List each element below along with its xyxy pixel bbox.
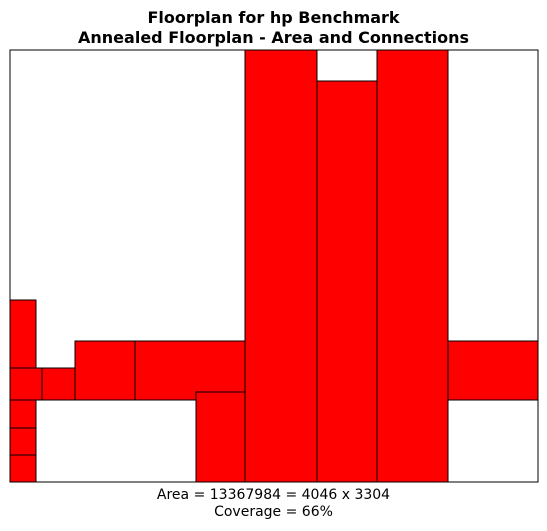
block xyxy=(195,391,246,483)
block xyxy=(447,340,539,401)
block xyxy=(9,399,37,429)
block xyxy=(74,340,136,401)
block xyxy=(9,299,37,369)
block xyxy=(41,367,76,401)
block xyxy=(376,49,449,483)
block xyxy=(9,427,37,456)
block xyxy=(316,80,378,483)
coverage-label: Coverage = 66% xyxy=(214,504,333,520)
block xyxy=(9,367,43,401)
area-label: Area = 13367984 = 4046 x 3304 xyxy=(156,487,391,503)
block xyxy=(134,340,246,401)
title-line-1: Floorplan for hp Benchmark xyxy=(147,8,400,27)
title-line-2: Annealed Floorplan - Area and Connection… xyxy=(78,28,469,47)
block xyxy=(9,454,37,483)
block xyxy=(244,49,318,483)
